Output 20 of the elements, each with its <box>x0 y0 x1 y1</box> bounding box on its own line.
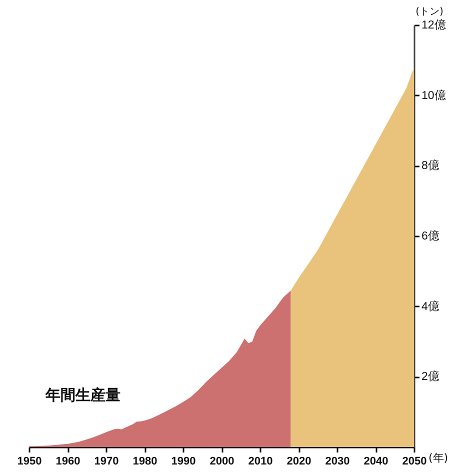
x-tick-label: 1950 <box>17 456 42 468</box>
x-tick-label: 1970 <box>94 456 119 468</box>
x-tick-label: 2040 <box>364 456 388 468</box>
y-tick-label: 10億 <box>422 88 446 102</box>
x-tick-label: 1960 <box>56 456 80 468</box>
annotation: 年間生産量 <box>44 386 120 404</box>
x-tick-label: 2000 <box>210 456 234 468</box>
x-tick-label: 2020 <box>286 456 312 468</box>
y-tick-label: 4億 <box>422 298 440 313</box>
x-tick-label: 2010 <box>248 456 273 468</box>
x-tick-label: 1990 <box>171 456 196 468</box>
y-tick-label: 12億 <box>422 18 446 32</box>
y-tick-label: 6億 <box>422 228 440 242</box>
x-axis-title: (年) <box>428 452 448 464</box>
y-tick-label: 8億 <box>422 158 440 172</box>
y-tick-label: 2億 <box>422 369 440 384</box>
x-tick-label: 2050 <box>402 456 427 468</box>
x-tick-label: 1980 <box>132 456 158 468</box>
x-tick-label: 2030 <box>325 456 350 468</box>
y-axis-title: (トン) <box>416 6 444 18</box>
